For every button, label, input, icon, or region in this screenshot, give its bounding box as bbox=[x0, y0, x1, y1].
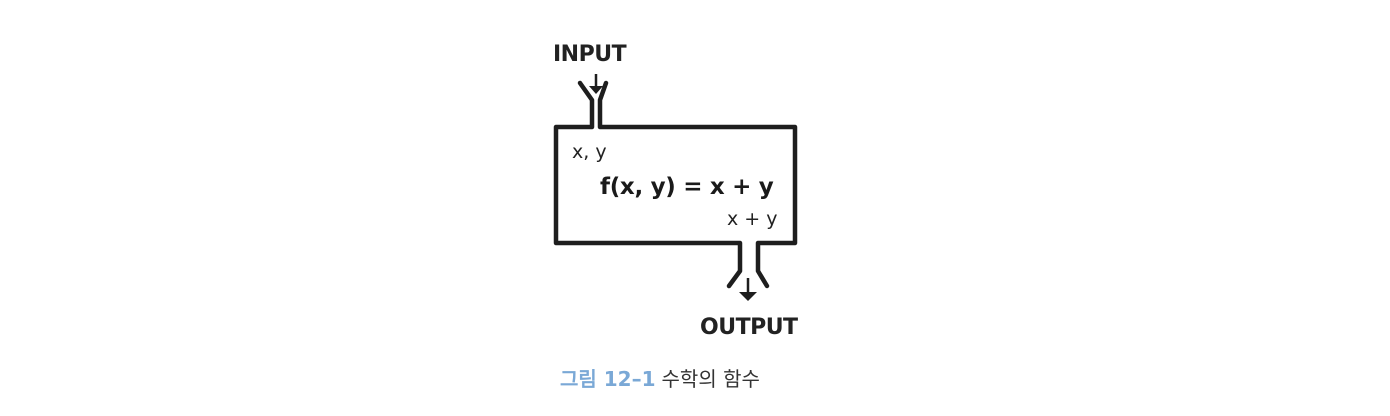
input-arrow-icon bbox=[589, 74, 603, 94]
function-formula: f(x, y) = x + y bbox=[600, 174, 774, 200]
figure-title: 수학의 함수 bbox=[661, 367, 760, 391]
figure-caption: 그림 12–1 수학의 함수 bbox=[560, 369, 760, 389]
output-expression-label: x + y bbox=[727, 208, 778, 230]
function-machine-outline bbox=[553, 80, 798, 289]
figure-number: 그림 12–1 bbox=[560, 367, 656, 391]
output-arrow-icon bbox=[739, 278, 757, 301]
input-variables-label: x, y bbox=[572, 141, 607, 163]
input-label: INPUT bbox=[553, 42, 627, 67]
output-label: OUTPUT bbox=[700, 315, 798, 340]
